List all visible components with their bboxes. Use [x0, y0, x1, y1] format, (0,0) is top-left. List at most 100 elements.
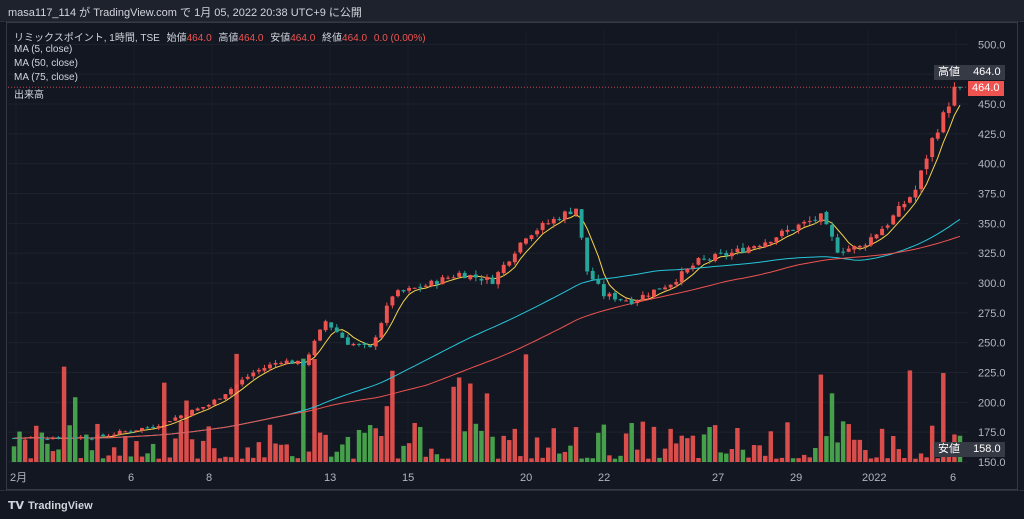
publish-text: masa117_114 が TradingView.com で 1月 05, 2…	[8, 7, 362, 19]
candle-body	[546, 223, 551, 225]
volume-bar	[401, 445, 406, 462]
candle-body	[345, 337, 350, 345]
candle-body	[646, 295, 651, 297]
volume-bar	[50, 451, 56, 462]
volume-bar	[779, 457, 785, 462]
volume-bar	[223, 456, 228, 462]
candle-body	[51, 437, 55, 440]
legend-ma75[interactable]: MA (75, close)	[14, 72, 78, 83]
candle-body	[423, 285, 428, 287]
y-tick-label: 500.0	[978, 39, 1006, 51]
candle-body	[56, 437, 61, 439]
volume-bar	[89, 450, 95, 462]
candle-body	[357, 343, 361, 345]
candle-body	[501, 264, 506, 274]
candle-body	[924, 158, 929, 170]
candle-body	[173, 417, 178, 421]
volume-bar	[568, 445, 573, 462]
volume-bar	[673, 443, 679, 462]
candle-body	[73, 437, 78, 439]
x-tick-label: 8	[206, 472, 212, 484]
volume-bar	[95, 423, 100, 462]
legend-volume[interactable]: 出来高	[14, 90, 44, 101]
volume-bar	[902, 458, 907, 462]
candle-body	[212, 399, 217, 405]
volume-bar	[479, 430, 484, 462]
candle-body	[67, 437, 72, 439]
candle-body	[78, 436, 83, 439]
volume-bar	[623, 433, 629, 462]
volume-bar	[128, 456, 134, 462]
high-label: 高値	[218, 33, 239, 44]
candle-body	[123, 431, 128, 433]
volume-bar	[579, 458, 584, 462]
legend-ma5[interactable]: MA (5, close)	[14, 44, 73, 55]
candle-body	[412, 287, 417, 289]
candle-body	[234, 384, 239, 390]
last-price-tag: 464.0	[968, 81, 1004, 96]
legend-ma50[interactable]: MA (50, close)	[14, 58, 78, 69]
candle-body	[674, 281, 679, 285]
volume-bar	[651, 426, 657, 462]
candle-body	[117, 430, 122, 435]
candle-body	[256, 369, 261, 372]
volume-bar	[590, 458, 595, 462]
candle-body	[351, 343, 356, 346]
volume-bar	[451, 386, 456, 462]
candle-body	[306, 354, 311, 365]
volume-bar	[367, 425, 373, 462]
candle-body	[601, 284, 606, 297]
tradingview-logo[interactable]: TV TradingView	[8, 499, 93, 512]
volume-bar	[11, 446, 17, 462]
volume-bar	[918, 453, 924, 462]
volume-bar	[206, 426, 211, 462]
volume-bar	[395, 458, 401, 462]
candle-body	[473, 274, 478, 278]
chart-area[interactable]	[6, 22, 1018, 490]
volume-bar	[657, 457, 662, 462]
volume-bar	[718, 452, 723, 462]
candle-body	[45, 439, 50, 441]
candle-body	[62, 437, 67, 440]
candle-body	[106, 435, 111, 437]
candle-body	[896, 206, 901, 217]
volume-bar	[445, 458, 451, 462]
low-price-tag: 安値 158.0	[934, 442, 1005, 457]
volume-bar	[540, 457, 545, 462]
candle-body	[334, 327, 339, 333]
candle-body	[535, 230, 540, 235]
volume-bar	[117, 455, 122, 462]
x-tick-label: 22	[598, 472, 610, 484]
candle-body	[880, 228, 885, 236]
volume-bar	[473, 423, 479, 462]
volume-bar	[835, 442, 840, 462]
volume-bar	[763, 455, 768, 462]
volume-bar	[189, 439, 195, 462]
candle-body	[735, 248, 740, 253]
volume-bar	[373, 428, 378, 462]
volume-bar	[635, 449, 640, 462]
low-label: 安値	[270, 33, 291, 44]
volume-bar	[456, 377, 462, 462]
volume-bar	[879, 428, 885, 462]
y-tick-label: 425.0	[978, 129, 1006, 141]
candle-body	[902, 203, 907, 208]
candle-body	[685, 268, 690, 273]
volume-bar	[612, 458, 618, 462]
volume-bar	[824, 436, 829, 462]
candle-body	[874, 234, 879, 239]
candle-body	[190, 409, 195, 416]
volume-bar	[751, 445, 757, 462]
volume-bar	[406, 443, 412, 462]
y-tick-label: 175.0	[978, 427, 1006, 439]
candle-body	[396, 290, 400, 297]
volume-bar	[22, 439, 28, 462]
volume-bar	[317, 432, 323, 462]
volume-bar	[173, 438, 178, 462]
x-tick-label: 13	[324, 472, 336, 484]
volume-bar	[701, 434, 707, 462]
candle-body	[518, 242, 523, 253]
volume-bar	[668, 428, 673, 462]
ma75-line	[14, 235, 961, 439]
